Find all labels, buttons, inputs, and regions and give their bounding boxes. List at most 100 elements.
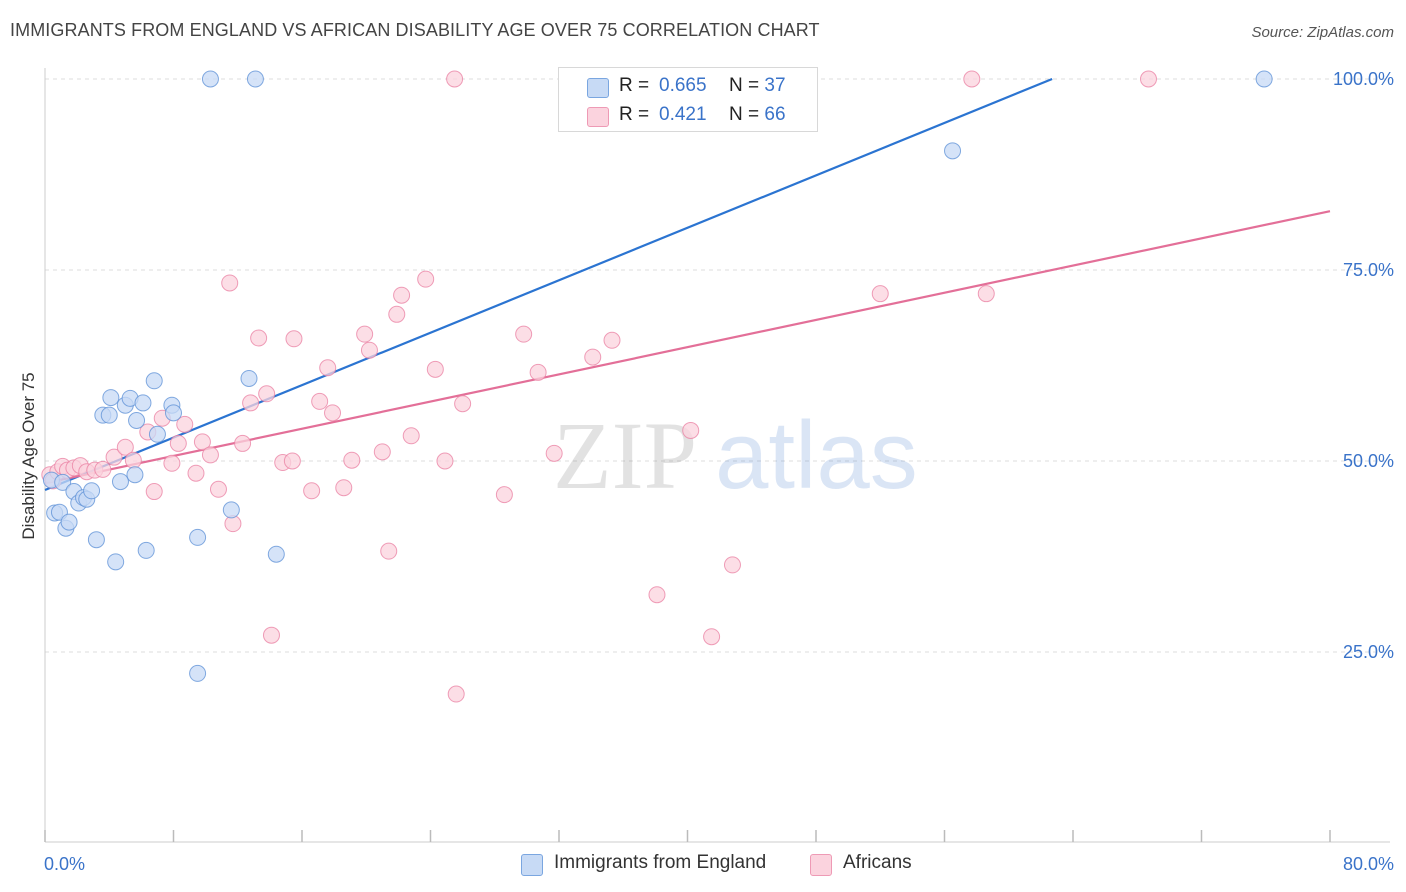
bottom-legend-label-england: Immigrants from England	[554, 852, 767, 873]
africans-point	[393, 286, 411, 304]
africans-point	[360, 341, 378, 359]
england-point	[201, 70, 219, 88]
england-point	[189, 528, 207, 546]
england-point	[222, 501, 240, 519]
africans-point	[1139, 70, 1157, 88]
y-tick-label: 25.0%	[1343, 642, 1394, 662]
bottom-swatch-africans	[810, 854, 832, 876]
legend-n-text: N =	[729, 75, 760, 96]
africans-point	[285, 330, 303, 348]
africans-point	[380, 542, 398, 560]
legend-r-label: R =	[619, 104, 650, 125]
africans-point	[311, 392, 329, 410]
africans-point	[319, 359, 337, 377]
africans-point	[871, 285, 889, 303]
africans-point	[603, 331, 621, 349]
england-point	[267, 545, 285, 563]
africans-point	[209, 480, 227, 498]
legend-n-value: 66	[764, 104, 786, 125]
africans-point	[258, 385, 276, 403]
bottom-legend-label-africans: Africans	[843, 852, 912, 873]
africans-point	[373, 443, 391, 461]
y-axis-label: Disability Age Over 75	[19, 372, 38, 539]
england-point	[189, 664, 207, 682]
correlation-legend: R = 0.665 N = 37 R = 0.421 N = 66	[558, 67, 818, 132]
africans-point	[495, 486, 513, 504]
africans-point	[234, 434, 252, 452]
africans-point	[242, 394, 260, 412]
africans-point	[145, 483, 163, 501]
tick-labels: 25.0% 50.0% 75.0% 100.0% 0.0% 80.0%	[44, 69, 1394, 874]
africans-point	[417, 270, 435, 288]
africans-point	[221, 274, 239, 292]
africans-point	[402, 427, 420, 445]
legend-r-value: 0.421	[659, 104, 707, 125]
legend-n-value: 37	[764, 75, 786, 96]
africans-point	[515, 325, 533, 343]
africans-point	[324, 404, 342, 422]
africans-point	[335, 479, 353, 497]
legend-swatch-africans	[587, 107, 609, 127]
africans-point	[388, 305, 406, 323]
africans-point	[124, 451, 142, 469]
africans-point	[454, 395, 472, 413]
england-trend-line	[44, 77, 1053, 492]
england-point	[83, 482, 101, 500]
england-point	[145, 372, 163, 390]
africans-point	[703, 628, 721, 646]
legend-r-label: R =	[619, 75, 650, 96]
chart-title: IMMIGRANTS FROM ENGLAND VS AFRICAN DISAB…	[10, 20, 820, 40]
africans-point	[682, 421, 700, 439]
england-point	[944, 142, 962, 160]
watermark: ZIP atlas	[553, 402, 918, 509]
legend-row-africans: R = 0.421 N = 66	[559, 101, 817, 131]
africans-point	[303, 482, 321, 500]
africans-point	[193, 433, 211, 451]
africans-point	[283, 452, 301, 470]
england-point	[107, 553, 125, 571]
legend-n-text: N =	[729, 104, 760, 125]
africans-point	[176, 415, 194, 433]
africans-point	[529, 363, 547, 381]
england-point	[128, 412, 146, 430]
africans-point	[447, 685, 465, 703]
legend-swatch-england	[587, 78, 609, 98]
trend-lines	[44, 77, 1331, 492]
legend-r-value: 0.665	[659, 75, 707, 96]
england-point	[87, 531, 105, 549]
data-points	[41, 70, 1273, 703]
africans-point	[343, 451, 361, 469]
watermark-zip: ZIP	[553, 402, 697, 509]
africans-point	[94, 460, 112, 478]
africans-point	[446, 70, 464, 88]
africans-point	[545, 444, 563, 462]
england-point	[148, 425, 166, 443]
africans-point	[262, 626, 280, 644]
africans-point	[169, 434, 187, 452]
africans-point	[105, 448, 123, 466]
england-point	[102, 389, 120, 407]
africans-point	[201, 446, 219, 464]
africans-point	[356, 325, 374, 343]
england-point	[100, 406, 118, 424]
england-point	[165, 404, 182, 422]
x-tick-label: 80.0%	[1343, 854, 1394, 874]
legend-n-label: N = 37	[729, 75, 786, 97]
africans-point	[187, 464, 205, 482]
x-tick-label: 0.0%	[44, 854, 85, 874]
england-point	[126, 466, 144, 484]
africans-point	[963, 70, 981, 88]
y-tick-label: 100.0%	[1333, 69, 1394, 89]
axes	[44, 68, 1390, 843]
africans-point	[436, 452, 454, 470]
africans-point	[163, 454, 181, 472]
africans-point	[116, 438, 134, 456]
legend-row-england: R = 0.665 N = 37	[559, 72, 817, 102]
england-point	[60, 513, 78, 531]
england-point	[111, 473, 129, 491]
africans-point	[977, 285, 995, 303]
watermark-atlas: atlas	[715, 402, 918, 509]
source-credit: Source: ZipAtlas.com	[1251, 24, 1394, 41]
england-point	[137, 541, 155, 559]
